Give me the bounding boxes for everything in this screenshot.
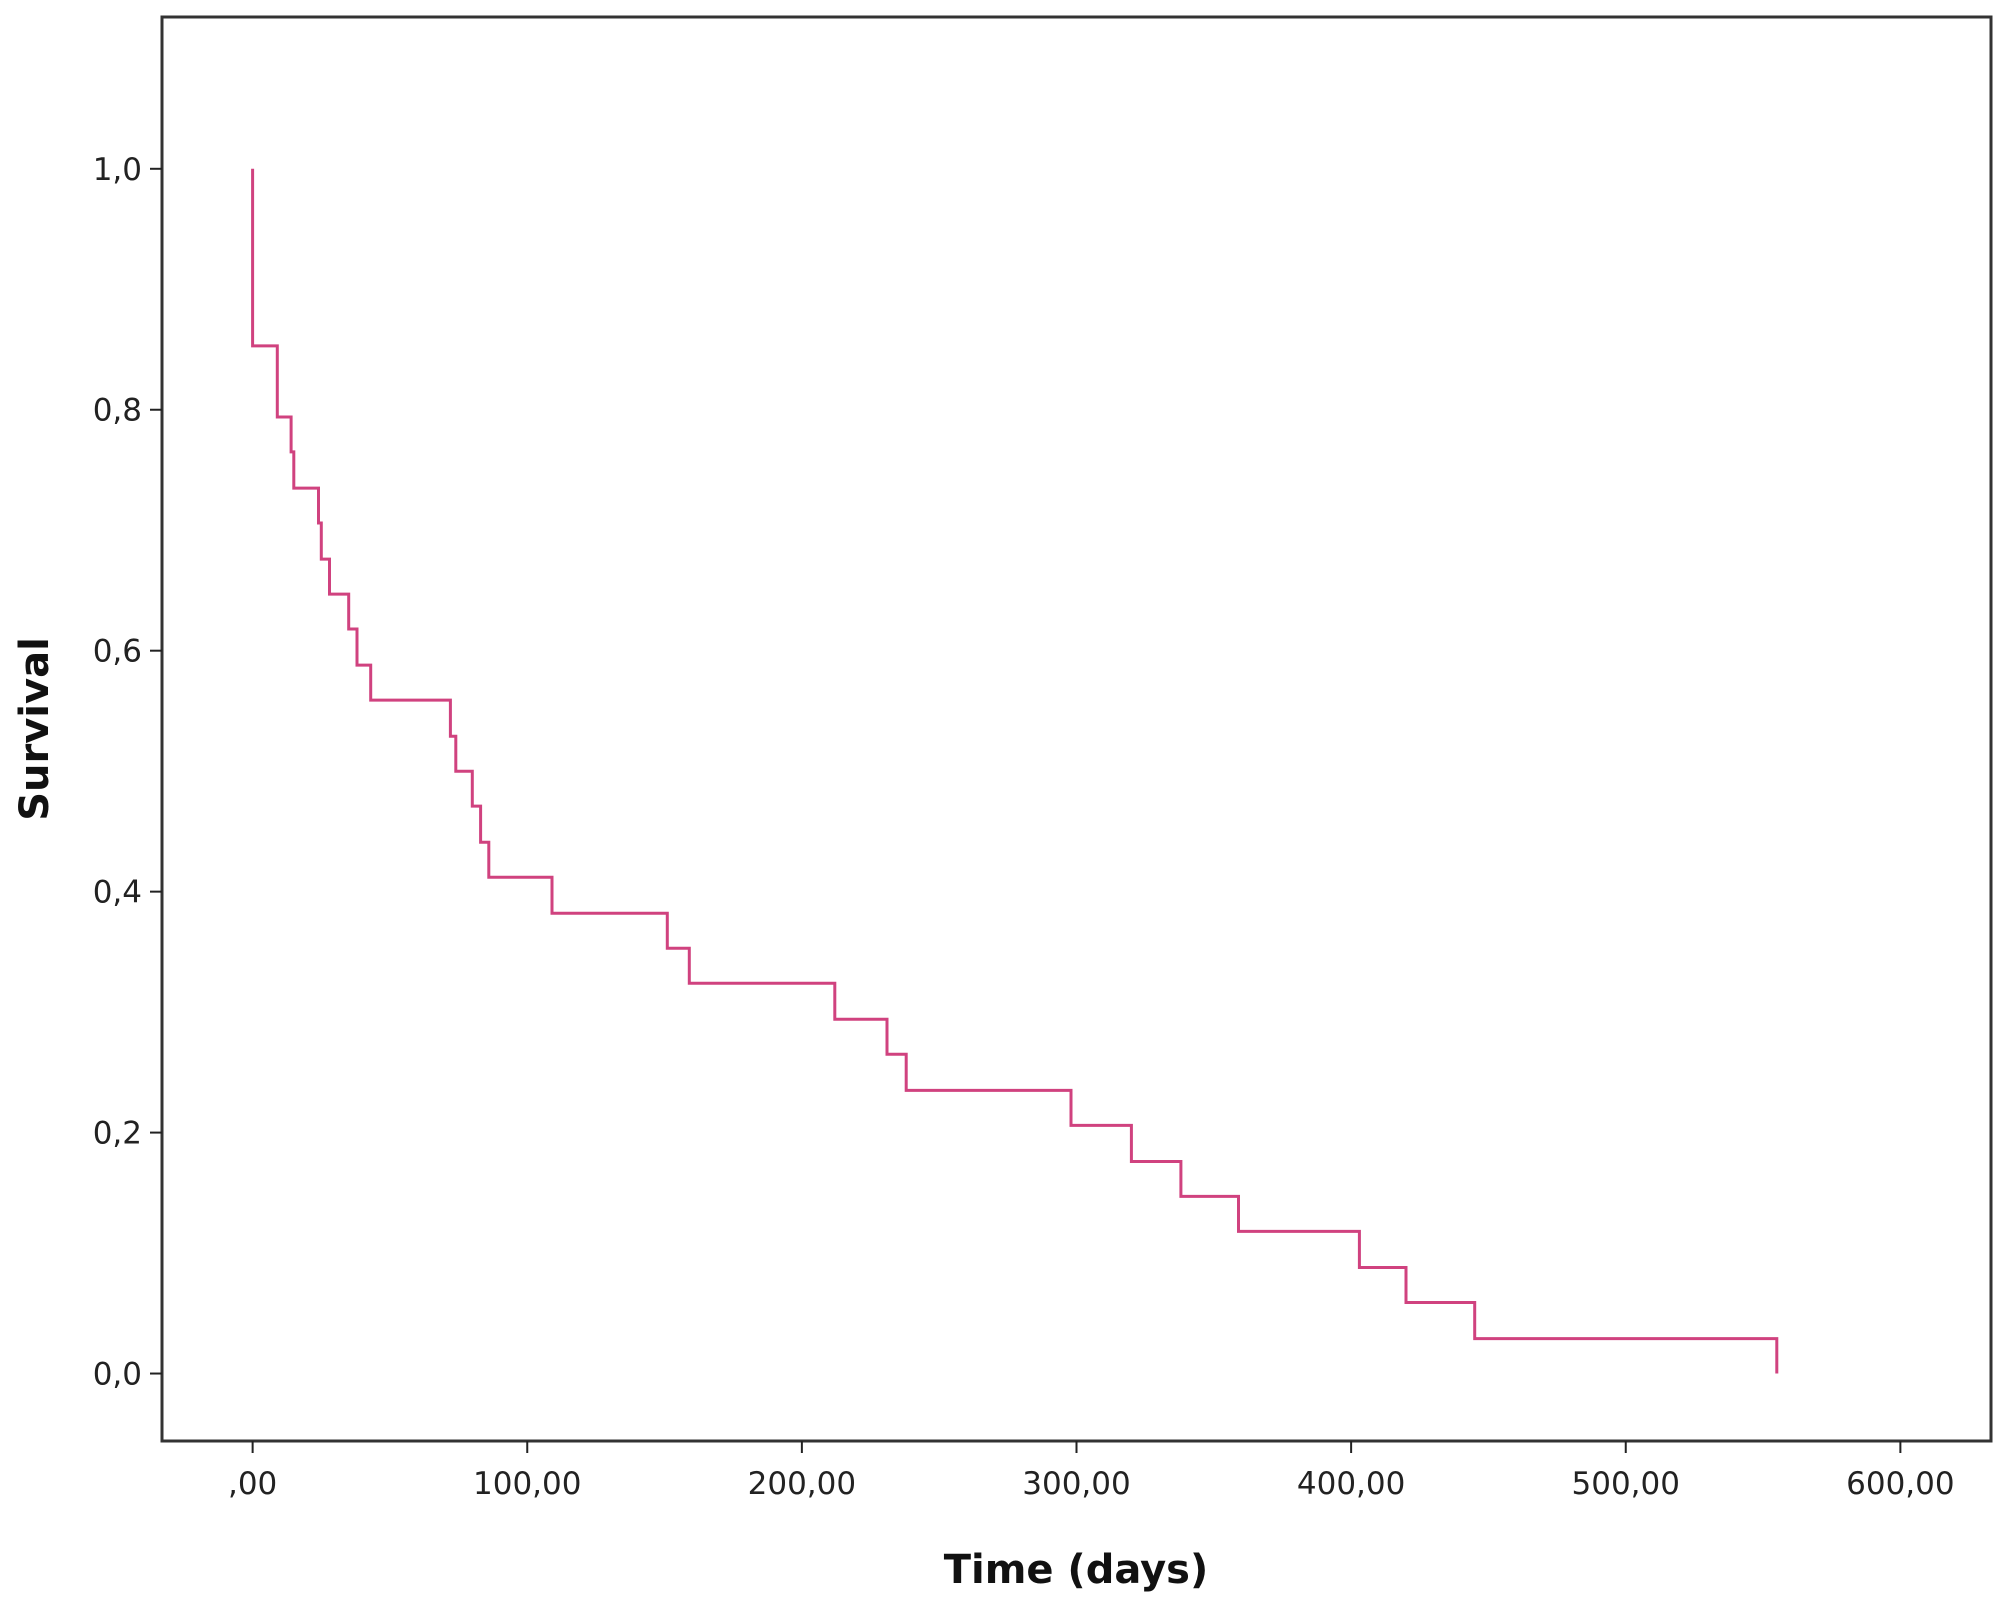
x-tick-label: ,00: [228, 1466, 277, 1502]
survival-curve: [251, 168, 1779, 1374]
x-axis-title: Time (days): [944, 1547, 1209, 1593]
x-tick-label: 300,00: [1022, 1466, 1130, 1502]
y-tick-label: 0,0: [93, 1357, 142, 1393]
y-tick-label: 0,8: [93, 393, 142, 429]
y-tick-label: 0,6: [93, 634, 142, 670]
y-axis-title: Survival: [12, 637, 58, 821]
y-tick-label: 0,2: [93, 1116, 142, 1152]
x-tick-label: 100,00: [473, 1466, 581, 1502]
plot-frame: [160, 15, 1993, 1443]
x-tick-label: 200,00: [748, 1466, 856, 1502]
y-tick-label: 1,0: [93, 152, 142, 188]
x-tick-label: 500,00: [1572, 1466, 1680, 1502]
x-tick-label: 400,00: [1297, 1466, 1405, 1502]
y-tick-label: 0,4: [93, 875, 142, 911]
x-tick-label: 600,00: [1846, 1466, 1954, 1502]
y-axis: 0,0 0,2 0,4 0,6 0,8 1,0: [93, 152, 162, 1393]
x-axis: ,00 100,00 200,00 300,00 400,00 500,00 600,00: [228, 1441, 1955, 1502]
